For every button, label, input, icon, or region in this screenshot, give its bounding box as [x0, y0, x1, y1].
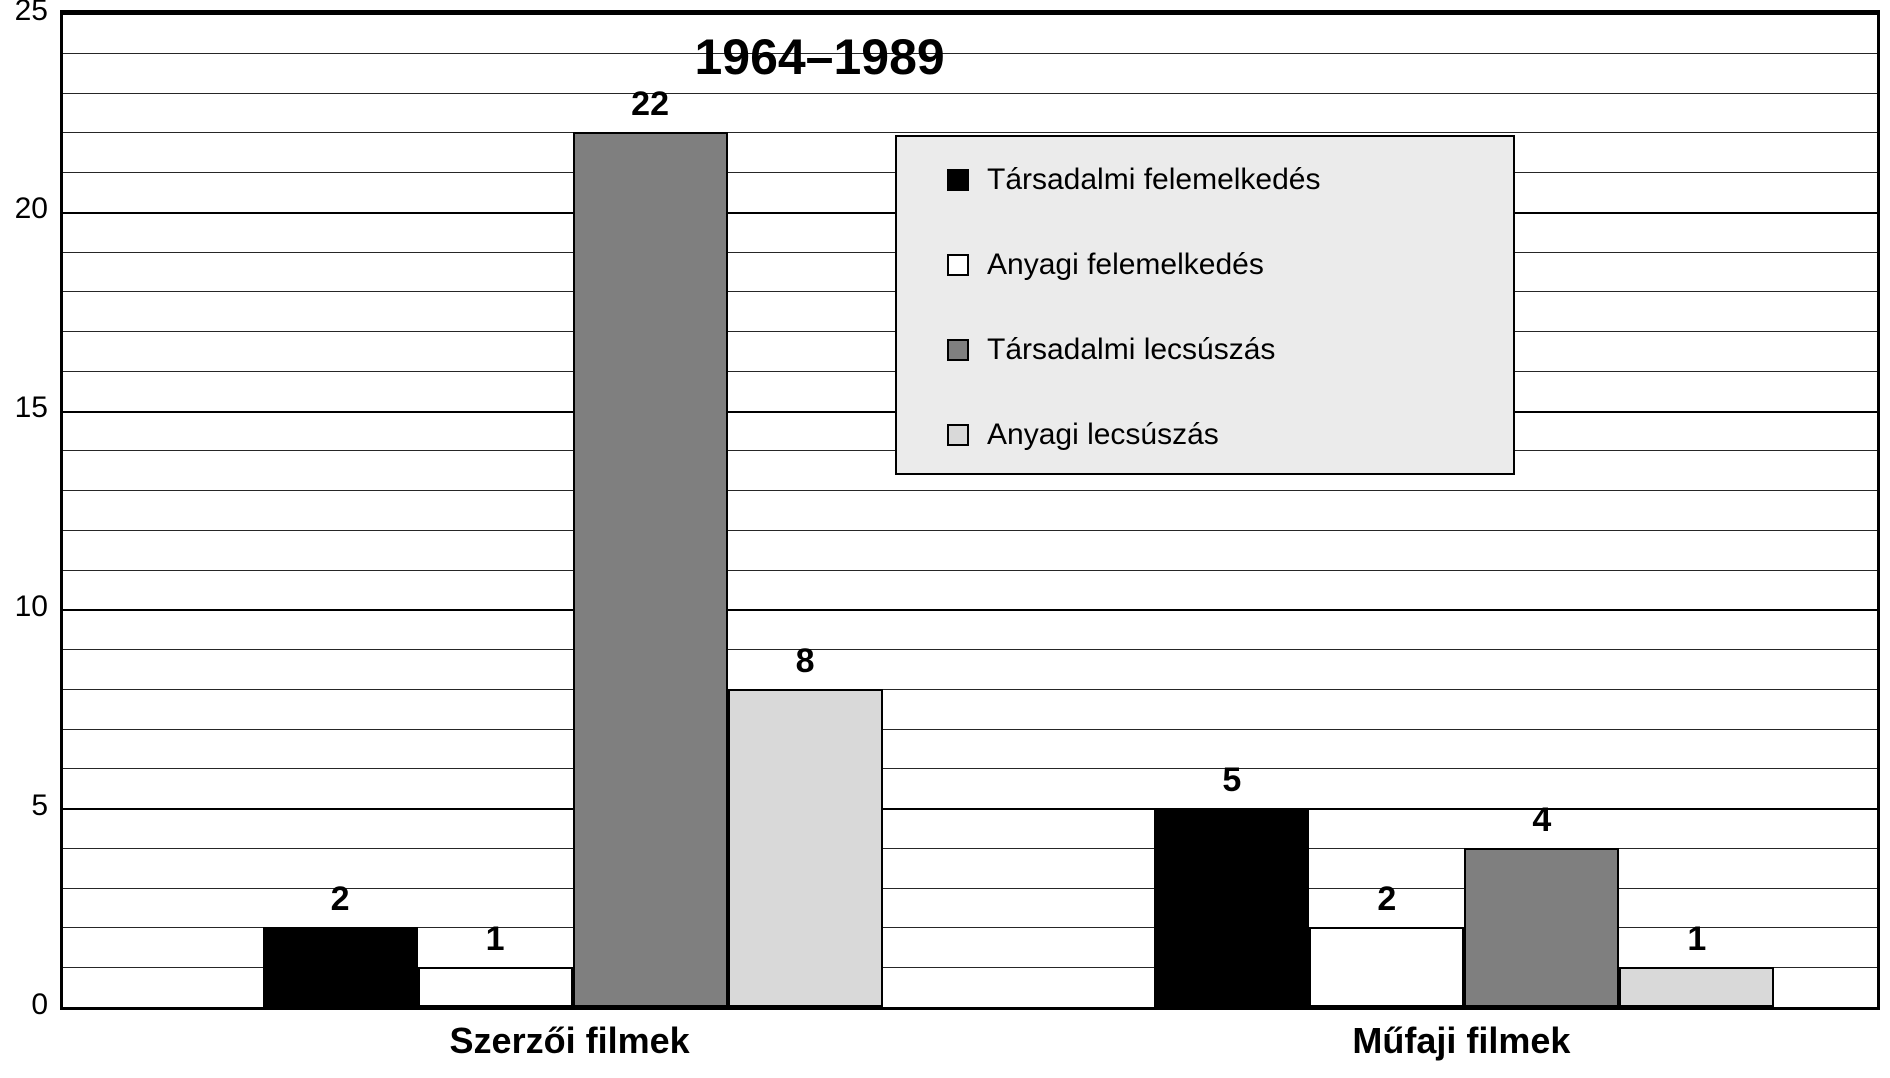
bar: [1154, 808, 1309, 1007]
gridline-minor: [63, 490, 1877, 491]
bar: [1464, 848, 1619, 1007]
legend-swatch: [947, 169, 969, 191]
legend-item: Anyagi lecsúszás: [947, 417, 1493, 453]
chart-title: 1964–1989: [570, 28, 1070, 86]
gridline-minor: [63, 768, 1877, 769]
bar-value-label: 5: [1154, 761, 1309, 800]
gridline-minor: [63, 570, 1877, 571]
gridline-minor: [63, 649, 1877, 650]
bar-value-label: 1: [418, 920, 573, 959]
legend-swatch: [947, 339, 969, 361]
y-tick-label: 15: [0, 391, 48, 425]
gridline-minor: [63, 530, 1877, 531]
y-tick-label: 25: [0, 0, 48, 28]
legend-item: Társadalmi felemelkedés: [947, 162, 1493, 198]
gridline-major: [63, 13, 1877, 15]
legend-swatch: [947, 424, 969, 446]
bar: [728, 689, 883, 1007]
legend-label: Anyagi lecsúszás: [987, 418, 1219, 452]
bar-value-label: 8: [728, 642, 883, 681]
gridline-minor: [63, 689, 1877, 690]
bar: [573, 132, 728, 1007]
legend-swatch: [947, 254, 969, 276]
bar: [418, 967, 573, 1007]
y-tick-label: 10: [0, 590, 48, 624]
bar-value-label: 2: [263, 880, 418, 919]
legend-label: Társadalmi lecsúszás: [987, 333, 1275, 367]
bar: [1619, 967, 1774, 1007]
legend: Társadalmi felemelkedés Anyagi felemelked…: [895, 135, 1515, 475]
legend-label: Társadalmi felemelkedés: [987, 163, 1320, 197]
y-tick-label: 5: [0, 789, 48, 823]
bar: [263, 927, 418, 1007]
gridline-minor: [63, 132, 1877, 133]
legend-item: Társadalmi lecsúszás: [947, 332, 1493, 368]
bar-value-label: 2: [1309, 880, 1464, 919]
bar-value-label: 4: [1464, 801, 1619, 840]
bar-value-label: 22: [573, 85, 728, 124]
category-label: Műfaji filmek: [1161, 1020, 1761, 1062]
gridline-minor: [63, 729, 1877, 730]
legend-item: Anyagi felemelkedés: [947, 247, 1493, 283]
legend-label: Anyagi felemelkedés: [987, 248, 1264, 282]
bar: [1309, 927, 1464, 1007]
category-label: Szerzői filmek: [270, 1020, 870, 1062]
gridline-minor: [63, 93, 1877, 94]
gridline-major: [63, 609, 1877, 611]
y-tick-label: 0: [0, 988, 48, 1022]
bar-value-label: 1: [1619, 920, 1774, 959]
y-tick-label: 20: [0, 192, 48, 226]
